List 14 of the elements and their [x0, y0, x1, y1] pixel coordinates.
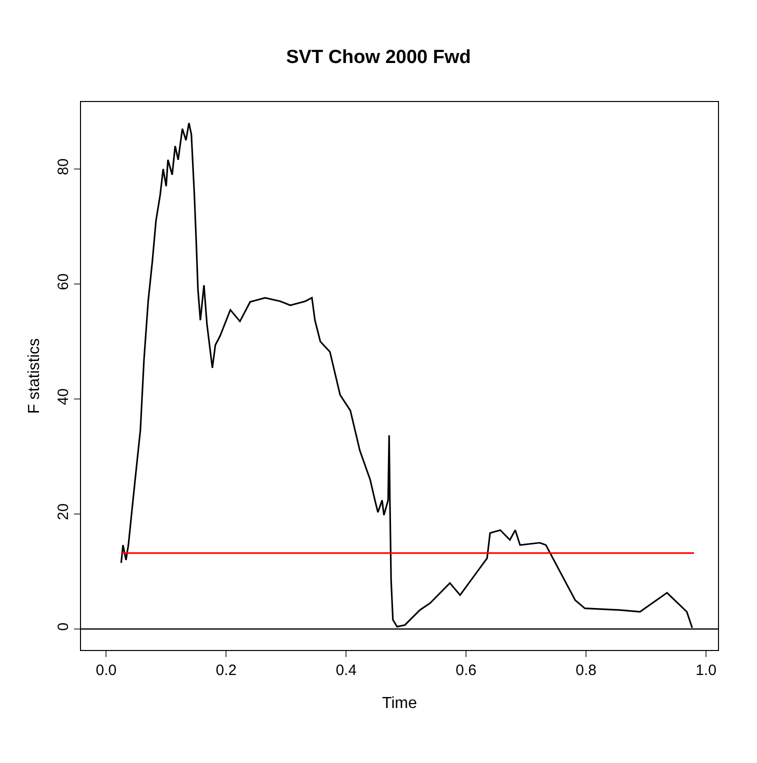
x-axis-title: Time — [382, 695, 418, 712]
x-tick-label: 0.0 — [96, 662, 117, 679]
x-tick-label: 0.4 — [336, 662, 357, 679]
y-tick-label: 0 — [55, 622, 72, 631]
x-tick-label: 0.8 — [576, 662, 596, 679]
x-tick-label: 0.6 — [456, 662, 477, 679]
x-tick-label: 0.2 — [216, 662, 237, 679]
y-tick-label: 40 — [55, 388, 72, 406]
chart-title: SVT Chow 2000 Fwd — [286, 46, 471, 68]
y-axis-title: F statistics — [26, 338, 43, 414]
x-tick-label: 1.0 — [696, 662, 716, 679]
y-tick-label: 20 — [55, 503, 72, 520]
y-tick-label: 60 — [55, 273, 72, 290]
y-tick-label: 80 — [55, 158, 72, 176]
